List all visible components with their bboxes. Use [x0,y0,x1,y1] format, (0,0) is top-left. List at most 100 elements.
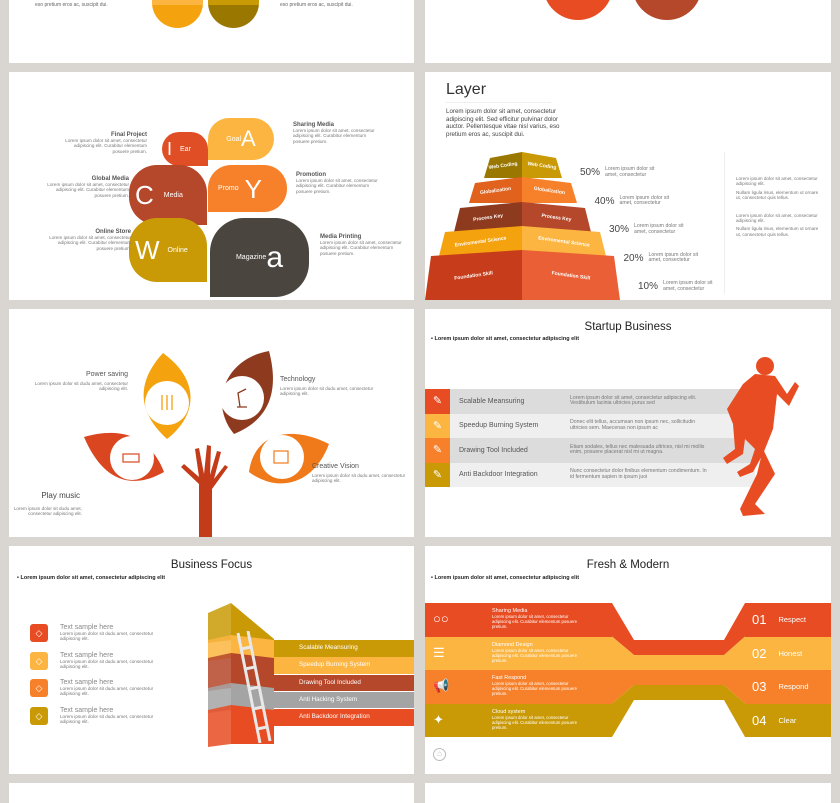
value-word: Respond [778,682,809,692]
band-body: Lorem ipsum dolor sit amet, consectetur … [492,681,578,696]
circle-shape [543,0,613,20]
pyramid-level-label: Foundation Skill [551,270,591,281]
feature-band: ○○ Sharing Media Lorem ipsum dolor sit ame… [425,603,612,637]
slide-partial-bottom-left[interactable] [9,783,414,803]
label-final-project: Final Project Lorem ipsum dolor sit amet,… [65,132,147,154]
feature-row[interactable]: ✎ Speedup Burning System Donec elit tellus… [425,413,755,438]
bracket-icon: ✎ [425,462,450,487]
wall-block-front [208,603,231,643]
bullet-list: Lorem ipsum dolor sit amet, consectetur … [736,176,819,237]
label-global-media: Global Media Lorem ipsum dolor sit amet, … [47,176,129,198]
wall-block-front [208,683,231,713]
pyramid-level-label: Web Coding [527,161,557,171]
slide-intro: Lorem ipsum dolor sit amet, consectetur … [446,108,560,138]
pyramid-level-right [522,250,620,300]
connector-left [612,603,634,655]
percent-text: Lorem ipsum dolor sit amet, consectetur [648,251,699,263]
pyramid-level-right [522,202,591,232]
glasses-icon: ○○ [433,611,449,626]
connector-middle [634,640,724,655]
wall-block-front [208,705,231,747]
value-number: 01 [752,612,767,628]
percent-text: Lorem ipsum dolor sit amet, consectetur [605,166,655,178]
pyramid-level-label: Process Key [541,213,572,223]
slide-text: eso pretium eros ac, suscipit dui. [280,2,353,8]
pyramid-level-left [484,152,522,178]
band-body: Lorem ipsum dolor sit amet, consectetur … [492,647,578,663]
slide-business-focus[interactable]: Business Focus • Lorem ipsum dolor sit a… [9,546,414,774]
connector-right [724,685,745,737]
connector-graphic [612,603,745,737]
slide-partial-top-left[interactable]: eso pretium eros ac, suscipit dui. eso p… [9,0,414,63]
band-body: Lorem ipsum dolor sit amet, consectetur … [492,714,578,730]
label-technology: Technology Lorem ipsum dolor sit dudu ame… [280,376,374,397]
percent-row: 40% Lorem ipsum dolor sit amet, consectet… [594,194,672,207]
ladder-icon [236,631,272,744]
pyramid-level-left [469,177,522,203]
focus-item-title: Text sample here [60,624,114,631]
circle-shape [632,0,702,20]
percent-value: 20% [623,252,644,264]
pyramid-level-right [522,177,577,203]
connector-right [724,636,745,670]
percent-row: 50% Lorem ipsum dolor sit amet, consectet… [580,166,657,178]
focus-item-body: Lorem ipsum dolor sit dudu amet, consect… [60,713,154,724]
slide-tree[interactable]: Power saving Lorem ipsum dolor sit dudu a… [9,309,414,537]
focus-band: Anti Hacking System [274,691,414,709]
label-promotion: Promotion Lorem ipsum dolor sit amet, con… [296,172,378,194]
band-title: Sharing Media [492,608,528,614]
label-creative-vision: Creative Vision Lorem ipsum dolor sit dud… [312,463,406,484]
megaphone-icon: 📢 [433,678,450,693]
feature-band: ☰ Diamond Design Lorem ipsum dolor sit ame… [425,636,612,670]
slide-text: eso pretium eros ac, suscipit dui. [35,2,108,8]
percent-row: 20% Lorem ipsum dolor sit amet, consectet… [623,251,701,264]
compass-icon: ✎ [425,438,450,463]
focus-band: Speedup Burning System [274,657,414,674]
pyramid-level-left [439,226,522,256]
slide-layer[interactable]: Layer Lorem ipsum dolor sit amet, consec… [425,72,831,300]
label-media-printing: Media Printing Lorem ipsum dolor sit amet… [320,234,402,256]
percent-text: Lorem ipsum dolor sit amet, consectetur [619,194,670,206]
label-sharing-media: Sharing Media Lorem ipsum dolor sit amet,… [293,122,375,144]
feature-text: Donec elit tellus, accumsan non ipsum ne… [570,419,696,431]
feature-row[interactable]: ✎ Anti Backdoor Integration Nunc consectet… [425,462,755,487]
slide-partial-bottom-right[interactable] [425,783,831,803]
feature-label: Drawing Tool Included [459,446,528,454]
feature-text: Lorem ipsum dolor sit amet, consectetur … [570,394,697,407]
wall-block-front [208,653,231,691]
value-number: 02 [752,645,767,661]
divider [724,152,725,294]
slide-title: Startup Business [584,321,672,333]
wall-block-side [231,653,274,688]
feature-text: Nunc consectetur dolor finibus elementum… [570,468,707,480]
scale-icon: ◇ [30,624,48,642]
pyramid-level-label: Web Coding [488,161,518,171]
focus-item-title: Text sample here [60,679,114,686]
feature-label: Scalable Meansuring [459,397,525,405]
slide-partial-top-right[interactable] [425,0,831,63]
value-tile: 01 Respect [745,603,831,637]
focus-item-body: Lorem ipsum dolor sit dudu amet, consect… [60,658,154,669]
percent-row: 30% Lorem ipsum dolor sit amet, consectet… [609,223,686,235]
connector-right [724,670,745,704]
wall-block-side [231,603,274,640]
slide-title: Layer [446,81,487,98]
slide-startup-business[interactable]: Startup Business • Lorem ipsum dolor sit… [425,309,831,537]
feature-row[interactable]: ✎ Scalable Meansuring Lorem ipsum dolor si… [425,389,755,414]
value-word: Honest [778,648,803,658]
feature-row[interactable]: ✎ Drawing Tool Included Etiam sodales, tel… [425,438,755,463]
home-icon[interactable]: ⌂ [433,748,446,761]
connector-middle [634,655,724,670]
band-title: Cloud system [492,708,526,715]
tree-graphic [84,351,329,537]
focus-band: Drawing Tool Included [274,674,414,692]
slide-bubbles[interactable]: I Ear Goal A C Media Promo Y W Online Magazin… [9,72,414,300]
slide-fresh-modern[interactable]: Fresh & Modern • Lorem ipsum dolor sit a… [425,546,831,774]
bubble-goal: Goal A [208,118,274,160]
value-number: 04 [752,712,767,728]
value-number: 03 [752,679,767,695]
feature-band: ✦ Cloud system Lorem ipsum dolor sit amet,… [425,703,612,737]
percent-value: 40% [594,195,615,207]
flame-icon: ◇ [30,706,48,725]
focus-band: Scalable Meansuring [274,640,414,657]
